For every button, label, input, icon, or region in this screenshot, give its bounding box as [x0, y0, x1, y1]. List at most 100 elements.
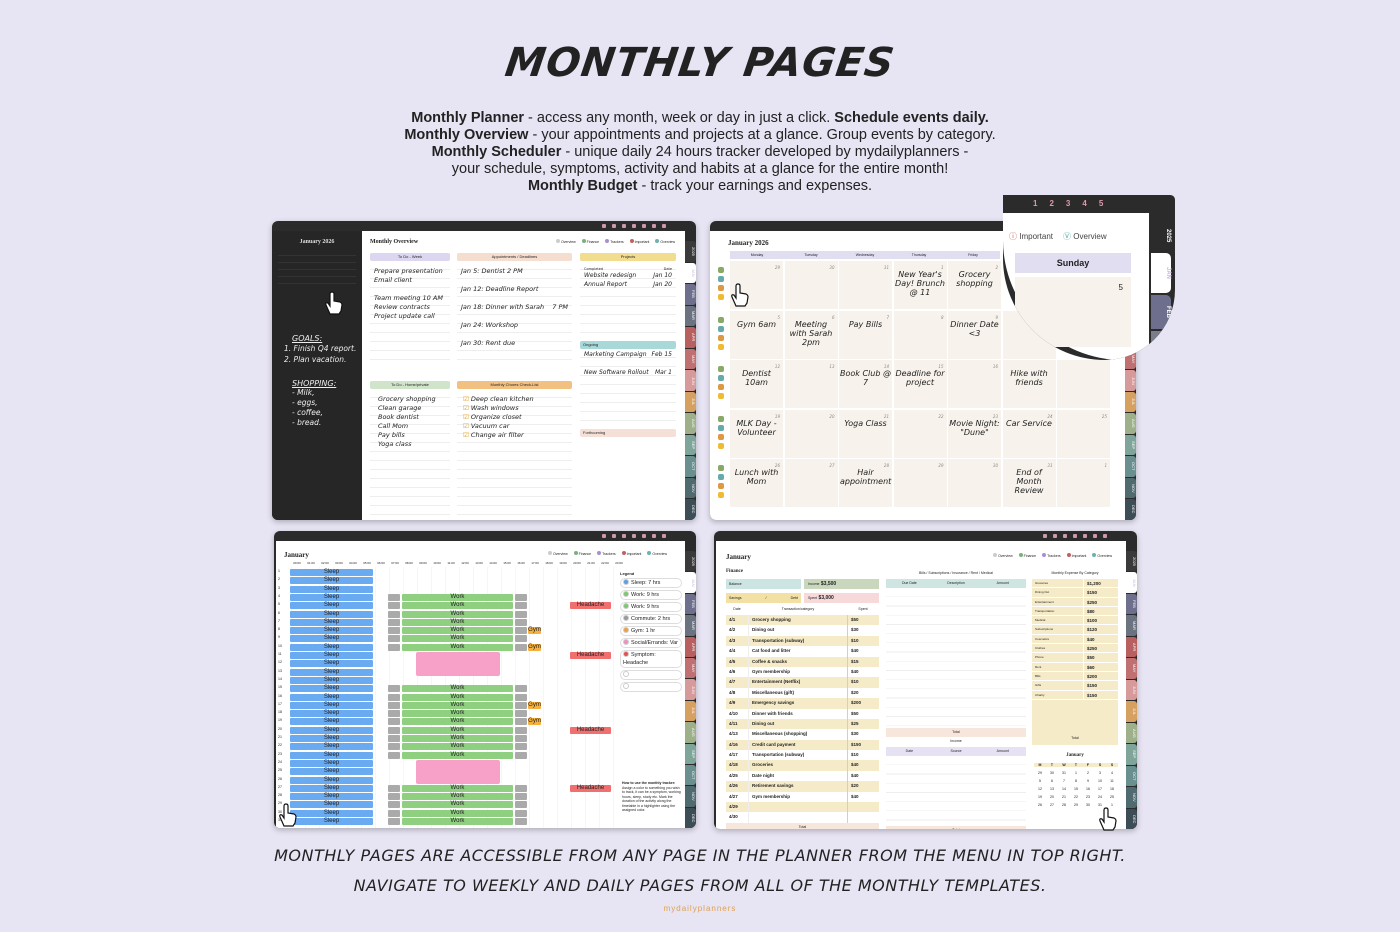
calendar-day-cell[interactable]: 23 Movie Night: "Dune" — [948, 409, 1001, 458]
tab-oct[interactable]: OCT — [685, 764, 696, 786]
calendar-day-cell[interactable]: 9 Dinner Date <3 — [948, 310, 1001, 359]
tab-2025[interactable]: 2025 — [1126, 551, 1137, 572]
row-shortcut-icon[interactable] — [718, 325, 724, 332]
tab-jun[interactable]: JUN — [685, 679, 696, 700]
transaction-row[interactable]: 4/29 — [726, 802, 879, 813]
savings-debt-field[interactable]: Savings / Debt — [726, 593, 801, 603]
chore-item[interactable]: ☑ Change air filter — [463, 431, 566, 440]
tab-feb[interactable]: FEB — [1126, 593, 1137, 615]
row-shortcut-icon[interactable] — [718, 294, 724, 300]
balance-field[interactable]: Balance — [726, 579, 801, 589]
row-shortcut-icon[interactable] — [718, 474, 724, 480]
row-shortcut-icon[interactable] — [718, 433, 724, 440]
nav-overview[interactable]: Overview — [556, 239, 576, 244]
menu-week-4[interactable]: 4 — [1082, 199, 1087, 208]
calendar-day-cell[interactable]: 25 — [1057, 409, 1110, 458]
row-shortcut-icon[interactable] — [718, 415, 724, 422]
nav-important[interactable]: Important — [621, 551, 641, 556]
mini-day[interactable]: 6 — [1051, 779, 1053, 783]
tab-aug[interactable]: AUG — [1126, 722, 1137, 744]
tab-jun[interactable]: JUN — [1126, 679, 1137, 701]
nav-overview[interactable]: Overview — [993, 553, 1013, 558]
tab-aug[interactable]: AUG — [685, 413, 696, 434]
nav-overview2[interactable]: Overview — [647, 551, 667, 556]
legend-item[interactable]: Work: 9 hrs — [620, 602, 682, 612]
tab-sep[interactable]: SEP — [685, 743, 696, 764]
tab-2025[interactable]: 2025 — [685, 551, 696, 572]
row-shortcut-icon[interactable] — [718, 343, 724, 350]
mini-day[interactable]: 17 — [1098, 787, 1102, 791]
tab-apr[interactable]: APR — [685, 327, 696, 348]
mini-day[interactable]: 29 — [1038, 771, 1042, 775]
transaction-row[interactable]: 4/17 Transportation (subway) $10 — [726, 750, 879, 761]
row-shortcut-icon[interactable] — [718, 267, 724, 273]
tab-feb[interactable]: FEB — [1151, 295, 1171, 329]
legend-item[interactable]: Gym: 1 hr — [620, 626, 682, 636]
tab-aug[interactable]: AUG — [685, 722, 696, 743]
mini-calendar[interactable] — [278, 249, 356, 289]
legend-item[interactable] — [620, 670, 682, 680]
mini-day[interactable]: 7 — [1063, 779, 1065, 783]
tab-mar[interactable]: MAR — [1151, 331, 1171, 359]
category-row[interactable]: Entertainment $250 — [1032, 597, 1118, 607]
nav-overview2[interactable]: Overview — [1092, 553, 1112, 558]
top-menu-bar[interactable] — [272, 221, 696, 231]
calendar-day-cell[interactable]: 1 New Year's Day! Brunch @ 11 — [893, 261, 947, 309]
nav-overview2[interactable]: Overview — [655, 239, 675, 244]
tab-may[interactable]: MAY — [1126, 658, 1137, 679]
tab-apr[interactable]: APR — [1126, 636, 1137, 658]
calendar-day-cell[interactable]: 7 Pay Bills — [839, 310, 892, 359]
mini-day[interactable]: 14 — [1062, 787, 1066, 791]
calendar-day-cell[interactable]: 30 — [948, 459, 1001, 507]
transaction-row[interactable]: 4/18 Groceries $40 — [726, 760, 879, 771]
calendar-day-cell[interactable]: 12 Dentist 10am — [730, 360, 783, 408]
menu-week-3[interactable]: 3 — [1065, 199, 1071, 208]
mini-day[interactable]: 25 — [1110, 795, 1114, 799]
transaction-row[interactable]: 4/9 Emergency savings $200 — [726, 698, 879, 709]
checkbox-checked-icon[interactable]: ☑ — [463, 413, 471, 421]
row-shortcut-icon[interactable] — [718, 375, 724, 381]
menu-week-2[interactable]: 2 — [1049, 199, 1054, 208]
tab-dec[interactable]: DEC — [685, 807, 696, 828]
transaction-row[interactable]: 4/26 Retirement savings $20 — [726, 781, 879, 792]
mini-day[interactable]: 24 — [1098, 795, 1102, 799]
row-shortcut-icon[interactable] — [718, 483, 724, 489]
calendar-day-cell[interactable]: 22 — [893, 409, 947, 458]
tab-jul[interactable]: JUL — [685, 700, 696, 722]
tab-mar[interactable]: MAR — [685, 305, 696, 327]
calendar-day-cell[interactable]: 31 End of Month Review — [1002, 459, 1056, 507]
nav-important[interactable]: Important — [1066, 553, 1086, 558]
tab-jun[interactable]: JUN — [685, 370, 696, 391]
calendar-day-cell[interactable]: Hike with friends — [1002, 360, 1056, 408]
tab-dec[interactable]: DEC — [1126, 808, 1137, 829]
category-row[interactable]: Phone $50 — [1032, 653, 1118, 663]
calendar-day-cell[interactable]: 1 — [1057, 459, 1110, 507]
calendar-day-cell[interactable]: 20 — [784, 409, 838, 458]
category-row[interactable]: Gifts $150 — [1032, 681, 1118, 691]
legend-item[interactable]: Symptom: Headache — [620, 650, 682, 668]
category-row[interactable]: Medical $100 — [1032, 616, 1118, 626]
legend-item[interactable] — [620, 682, 682, 692]
mini-day[interactable]: 28 — [1062, 803, 1066, 807]
mini-day[interactable]: 22 — [1074, 795, 1078, 799]
transaction-row[interactable]: 4/10 Dinner with friends $50 — [726, 708, 879, 719]
calendar-day-cell[interactable]: 26 Lunch with Mom — [730, 459, 783, 507]
tab-jan[interactable]: JAN — [1151, 253, 1171, 293]
transaction-row[interactable]: 4/1 Grocery shopping $50 — [726, 615, 879, 626]
mini-day[interactable]: 26 — [1038, 803, 1042, 807]
tab-jul[interactable]: JUL — [685, 391, 696, 413]
category-row[interactable]: Cosmetics $40 — [1032, 634, 1118, 645]
row-shortcut-icon[interactable] — [718, 316, 724, 323]
nav-finance[interactable]: Finance — [581, 239, 599, 244]
tab-jul[interactable]: JUL — [1126, 701, 1137, 722]
mini-day[interactable]: 31 — [1062, 771, 1066, 775]
calendar-day-cell[interactable]: 6 Meeting with Sarah 2pm — [784, 310, 838, 359]
calendar-day-cell[interactable]: 29 — [893, 459, 947, 507]
transaction-row[interactable]: 4/6 Gym membership $40 — [726, 666, 879, 678]
tab-aug[interactable]: AUG — [1125, 413, 1136, 434]
tab-may[interactable]: MAY — [685, 657, 696, 679]
transaction-row[interactable]: 4/2 Dining out $30 — [726, 625, 879, 636]
mini-day[interactable]: 3 — [1099, 771, 1101, 775]
mini-day[interactable]: 27 — [1050, 803, 1054, 807]
transaction-row[interactable]: 4/25 Date night $40 — [726, 770, 879, 782]
